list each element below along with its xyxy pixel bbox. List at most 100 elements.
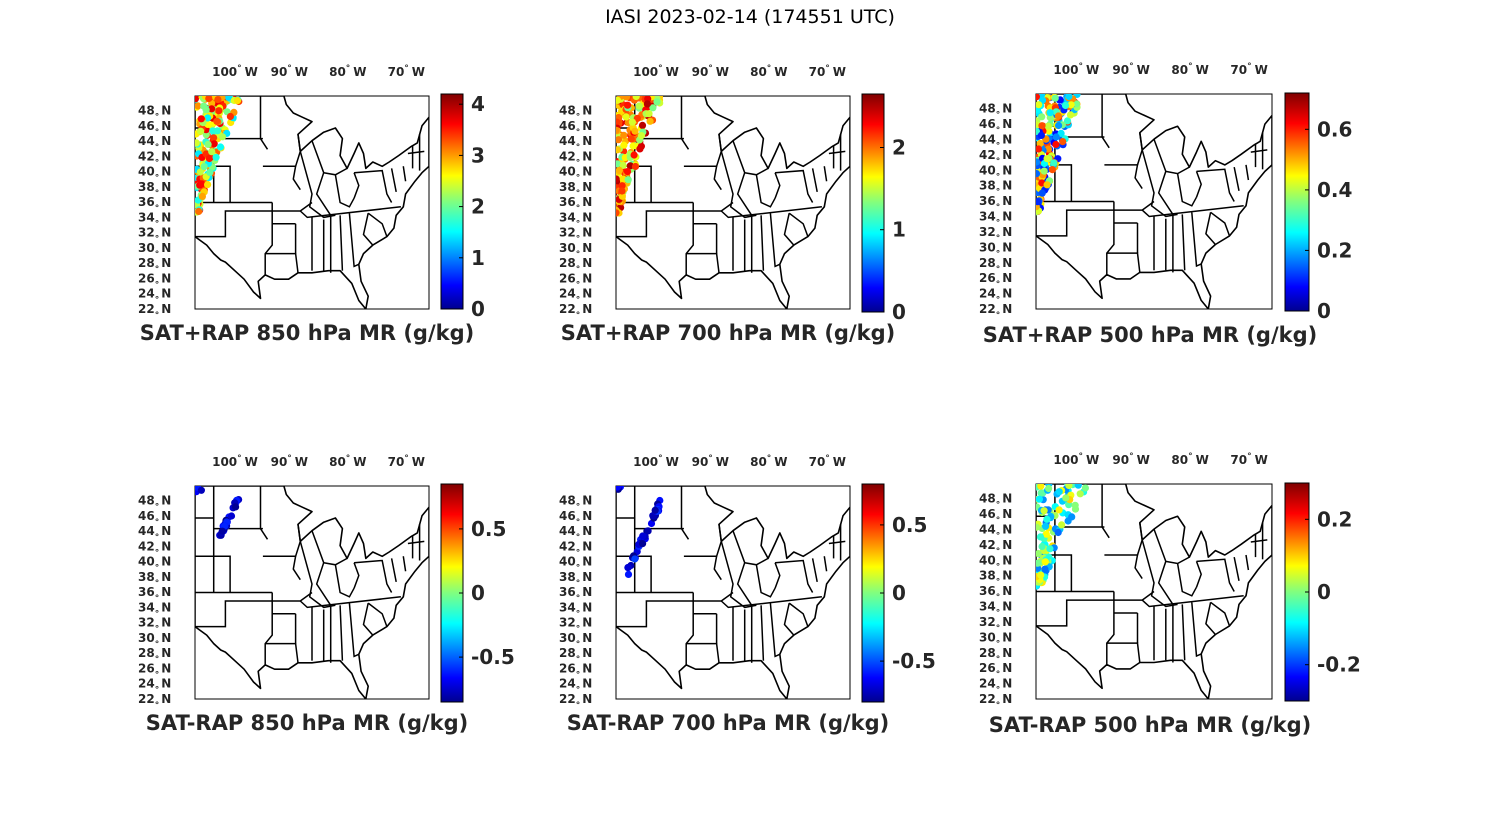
coastline-outline (195, 486, 429, 699)
lat-tick-label: 46° N (979, 507, 1012, 526)
lat-tick-label: 48° N (979, 492, 1012, 511)
retrieval-point (1036, 139, 1044, 148)
retrieval-point (202, 106, 210, 114)
lat-tick-label: 46° N (559, 119, 592, 138)
lat-tick-label: 24° N (138, 287, 171, 306)
retrieval-point (1065, 484, 1073, 490)
retrieval-point (1036, 533, 1045, 541)
state-border (1210, 211, 1231, 237)
colorbar (440, 93, 464, 310)
retrieval-point (624, 563, 632, 572)
state-border (262, 165, 301, 191)
retrieval-point (1038, 542, 1046, 551)
colorbar-tick-label: 0.4 (1317, 178, 1352, 202)
state-border (1233, 166, 1240, 191)
lon-tick-label: 70° W (809, 64, 846, 79)
state-border (1233, 556, 1240, 581)
lat-tick-label: 24° N (138, 677, 171, 696)
retrieval-point (627, 135, 635, 143)
retrieval-point (205, 96, 213, 103)
state-border (348, 213, 360, 268)
state-border (311, 140, 332, 216)
panel-title: SAT-RAP 700 hPa MR (g/kg) (567, 711, 890, 735)
retrieval-point (218, 527, 226, 535)
lat-tick-label: 28° N (138, 646, 171, 665)
retrieval-point (206, 168, 214, 177)
retrieval-point (196, 168, 204, 176)
state-border (1250, 539, 1268, 543)
state-border (828, 150, 846, 155)
state-border (720, 541, 757, 609)
state-border (353, 172, 360, 199)
lat-tick-label: 30° N (138, 631, 171, 650)
retrieval-point (233, 97, 242, 105)
retrieval-point (1063, 117, 1072, 125)
lon-tick-label: 90° W (692, 454, 729, 469)
map-area (616, 486, 850, 699)
retrieval-point (616, 175, 620, 183)
colorbar-tick-label: -0.5 (892, 649, 936, 673)
state-border (1196, 168, 1235, 202)
retrieval-point (1043, 181, 1051, 189)
state-border (760, 605, 765, 661)
state-border (811, 558, 818, 583)
panel-title: SAT+RAP 850 hPa MR (g/kg) (140, 321, 474, 345)
state-border (367, 212, 388, 237)
state-border (1195, 171, 1202, 198)
lat-tick-label: 26° N (559, 272, 592, 291)
retrieval-point (631, 162, 640, 171)
retrieval-point (1068, 513, 1076, 521)
lat-tick-label: 36° N (559, 585, 592, 604)
panel-sat-minus-rap-500: 100° W 90° W 80° W 70° W 48° N46° N44° N42° N40° N38°… (979, 452, 1361, 737)
retrieval-point (624, 176, 632, 184)
lat-tick-label: 38° N (979, 569, 1012, 588)
retrieval-point (204, 140, 212, 148)
retrieval-point (195, 139, 200, 147)
retrieval-point (1062, 494, 1070, 502)
retrieval-point (195, 207, 203, 215)
retrieval-point (1055, 488, 1063, 496)
retrieval-point (212, 153, 220, 161)
lat-tick-label: 34° N (559, 600, 592, 619)
state-border (732, 140, 753, 216)
lat-tick-label: 22° N (559, 692, 592, 711)
lon-tick-label: 100° W (212, 454, 258, 469)
retrieval-point (633, 114, 641, 122)
lat-tick-label: 40° N (979, 553, 1012, 572)
retrieval-point (620, 141, 628, 149)
lat-tick-label: 46° N (138, 509, 171, 528)
state-border (788, 602, 809, 627)
lon-tick-label: 100° W (633, 64, 679, 79)
coastline-outline (616, 486, 850, 699)
lat-tick-label: 28° N (979, 646, 1012, 665)
lat-tick-label: 36° N (138, 585, 171, 604)
state-border (1205, 212, 1216, 245)
retrieval-point (195, 96, 199, 103)
lat-tick-label: 22° N (979, 692, 1012, 711)
panel-sat-plus-rap-500: 100° W 90° W 80° W 70° W 48° N46° N44° N42° N40° N38°… (979, 62, 1352, 347)
state-border (299, 151, 336, 219)
lat-tick-label: 32° N (979, 615, 1012, 634)
retrieval-point (1036, 198, 1042, 206)
retrieval-point (218, 133, 227, 141)
state-border (769, 213, 781, 268)
lat-tick-label: 24° N (979, 677, 1012, 696)
state-border (311, 530, 332, 606)
retrieval-point (616, 166, 623, 174)
state-border (1250, 149, 1268, 153)
retrieval-point (632, 96, 640, 101)
retrieval-point (1061, 101, 1070, 110)
state-border (1153, 528, 1174, 605)
retrieval-point (1036, 101, 1043, 109)
lat-tick-label: 40° N (138, 555, 171, 574)
colorbar-tick-label: 1 (471, 246, 485, 270)
retrieval-point (227, 512, 236, 520)
retrieval-point (1059, 138, 1067, 146)
colorbar-tick-label: 2 (892, 136, 906, 160)
state-border (1210, 601, 1231, 627)
colorbar-tick-label: 0 (1317, 580, 1331, 604)
lat-tick-label: 32° N (559, 616, 592, 635)
lon-tick-label: 80° W (750, 64, 787, 79)
colorbar-tick-label: 0 (892, 300, 906, 324)
